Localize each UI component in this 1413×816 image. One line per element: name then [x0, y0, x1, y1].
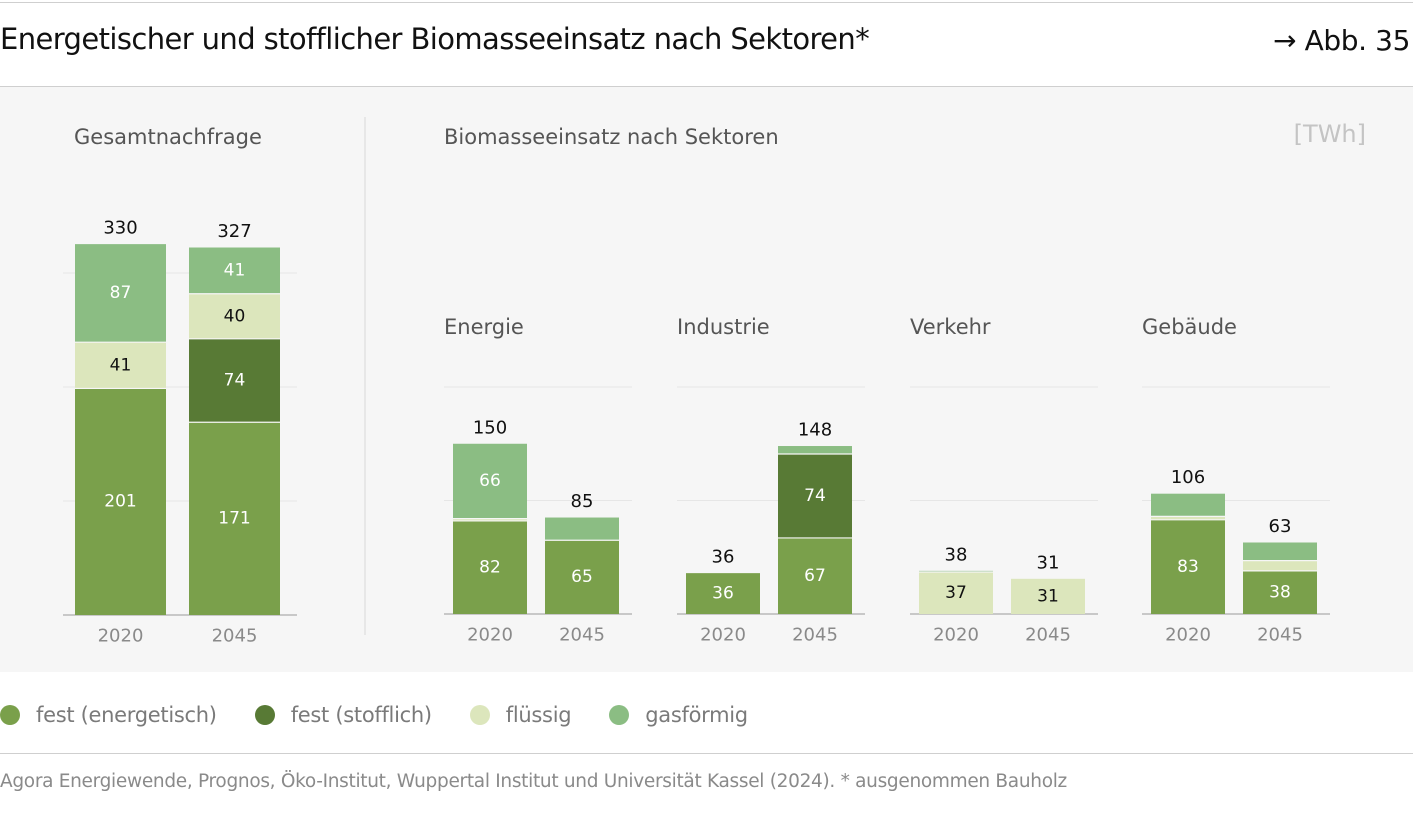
sector-bar-2045-segment-fluessig [1243, 560, 1317, 571]
sector-bar-2020-year-label: 2020 [933, 625, 979, 646]
sector-bar-2020-value-label: 83 [1177, 557, 1199, 577]
header-divider [0, 86, 1413, 87]
sector-bar-2020-total-label: 36 [712, 547, 735, 568]
sector-title: Energie [444, 315, 524, 339]
total-bar-2020-segment-gasfoermig [75, 244, 166, 343]
total-bar-2020-value-label: 41 [110, 355, 132, 375]
sector-bar-2045-value-label: 65 [571, 567, 593, 587]
sector-bar-2020-year-label: 2020 [700, 625, 746, 646]
sector-title: Verkehr [910, 315, 991, 339]
sector-bar-2020-year-label: 2020 [467, 625, 513, 646]
legend-item-fluessig: flüssig [469, 703, 572, 727]
total-bar-2020-total-label: 330 [103, 218, 137, 239]
sector-bar-2045-segment-fest-stofflich [778, 453, 852, 538]
sector-bar-2020-total-label: 150 [473, 417, 507, 438]
chart-title: Energetischer und stofflicher Biomasseei… [0, 22, 870, 56]
sector-title: Industrie [677, 315, 770, 339]
total-bar-2020-value-label: 87 [110, 283, 132, 303]
sector-bar-2045-segment-gasfoermig [778, 446, 852, 454]
legend-swatch-gasfoermig [609, 705, 630, 725]
sector-bar-2045-year-label: 2045 [559, 625, 605, 646]
sector-bar-2045-segment-gasfoermig [545, 517, 619, 541]
legend-label: fest (stofflich) [290, 703, 432, 727]
figure-reference: → Abb. 35 [1273, 24, 1410, 57]
sector-bar-2020-segment-fluessig [453, 518, 527, 521]
sector-title: Gebäude [1142, 315, 1237, 339]
sector-bar-2045-year-label: 2045 [1257, 625, 1303, 646]
legend-swatch-fest-energetisch [0, 705, 20, 725]
total-bar-2045-segment-gasfoermig [189, 247, 280, 294]
sector-bar-2045-year-label: 2045 [1025, 625, 1071, 646]
total-bar-2045-value-label: 41 [224, 261, 246, 281]
sector-bar-2020-segment-fluessig [1151, 516, 1225, 520]
sector-bar-2020-segment-fest-energetisch [686, 573, 760, 614]
sector-bar-2045-segment-fest-energetisch [545, 540, 619, 614]
legend-label: fest (energetisch) [36, 703, 217, 727]
legend: fest (energetisch) fest (stofflich) flüs… [0, 700, 786, 730]
sector-bar-2045-year-label: 2045 [792, 625, 838, 646]
sector-bar-2045-value-label: 38 [1269, 582, 1291, 602]
total-bar-2045-year-label: 2045 [212, 626, 258, 647]
legend-swatch-fluessig [469, 705, 490, 725]
top-rule [0, 2, 1413, 3]
sector-bar-2020-segment-gasfoermig [453, 443, 527, 519]
total-bar-2020-year-label: 2020 [98, 626, 144, 647]
legend-item-fest-stofflich: fest (stofflich) [254, 703, 432, 727]
sector-bar-2045-segment-fest-energetisch [1243, 570, 1317, 614]
legend-label: gasförmig [645, 703, 748, 727]
total-bar-2045-value-label: 171 [218, 509, 250, 529]
total-panel-title: Gesamtnachfrage [74, 125, 262, 149]
sector-bar-2020-segment-gasfoermig [1151, 493, 1225, 517]
sector-bar-2045-total-label: 63 [1269, 516, 1292, 537]
source-note: Agora Energiewende, Prognos, Öko-Institu… [0, 771, 1067, 792]
sector-bar-2020-value-label: 36 [712, 584, 734, 604]
total-bar-2045-segment-fest-energetisch [189, 422, 280, 615]
total-bar-2045-segment-fluessig [189, 293, 280, 339]
total-bar-2020-segment-fluessig [75, 342, 166, 389]
sector-bar-2020-total-label: 106 [1171, 467, 1205, 488]
sector-bar-2045-segment-fluessig [1011, 578, 1085, 614]
legend-label: flüssig [505, 703, 572, 727]
footer-divider [0, 753, 1413, 754]
total-bar-2045-value-label: 74 [224, 371, 246, 391]
legend-item-gasfoermig: gasförmig [609, 703, 748, 727]
sector-bar-2020-total-label: 38 [945, 544, 968, 565]
total-bar-2020-value-label: 201 [104, 492, 136, 512]
sector-bar-2045-value-label: 31 [1037, 586, 1059, 606]
sectors-panel-title: Biomasseeinsatz nach Sektoren [444, 125, 779, 149]
sector-bar-2045-total-label: 148 [798, 420, 832, 441]
sector-bar-2020-value-label: 82 [479, 557, 501, 577]
sector-bar-2045-value-label: 74 [804, 486, 826, 506]
unit-label: [TWh] [1294, 120, 1366, 148]
sector-bar-2020-segment-fluessig [919, 572, 993, 614]
sector-bar-2045-total-label: 85 [571, 491, 594, 512]
sector-bar-2045-segment-gasfoermig [1243, 542, 1317, 561]
legend-swatch-fest-stofflich [254, 705, 275, 725]
total-bar-2045-total-label: 327 [217, 221, 251, 242]
sector-bar-2020-year-label: 2020 [1165, 625, 1211, 646]
sector-bar-2045-total-label: 31 [1037, 552, 1060, 573]
sector-bar-2020-value-label: 66 [479, 471, 501, 491]
sector-bar-2020-segment-fest-energetisch [1151, 519, 1225, 614]
sector-bar-2020-segment-fest-energetisch [453, 520, 527, 614]
chart-svg: Gesamtnachfrage 201 41 87 330 2020 171 74 40 41 32… [63, 117, 1366, 647]
sector-bar-2045-segment-fest-energetisch [778, 537, 852, 614]
sector-bar-2020-value-label: 37 [945, 583, 967, 603]
sector-bar-2045-value-label: 67 [804, 566, 826, 586]
total-bar-2045-segment-fest-stofflich [189, 338, 280, 423]
total-bar-2020-segment-fest-energetisch [75, 388, 166, 615]
legend-item-fest-energetisch: fest (energetisch) [0, 703, 217, 727]
total-bar-2045-value-label: 40 [224, 306, 246, 326]
